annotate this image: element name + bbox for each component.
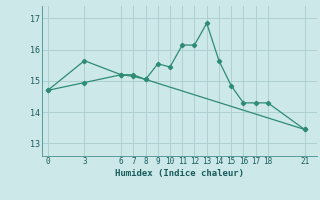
X-axis label: Humidex (Indice chaleur): Humidex (Indice chaleur) — [115, 169, 244, 178]
